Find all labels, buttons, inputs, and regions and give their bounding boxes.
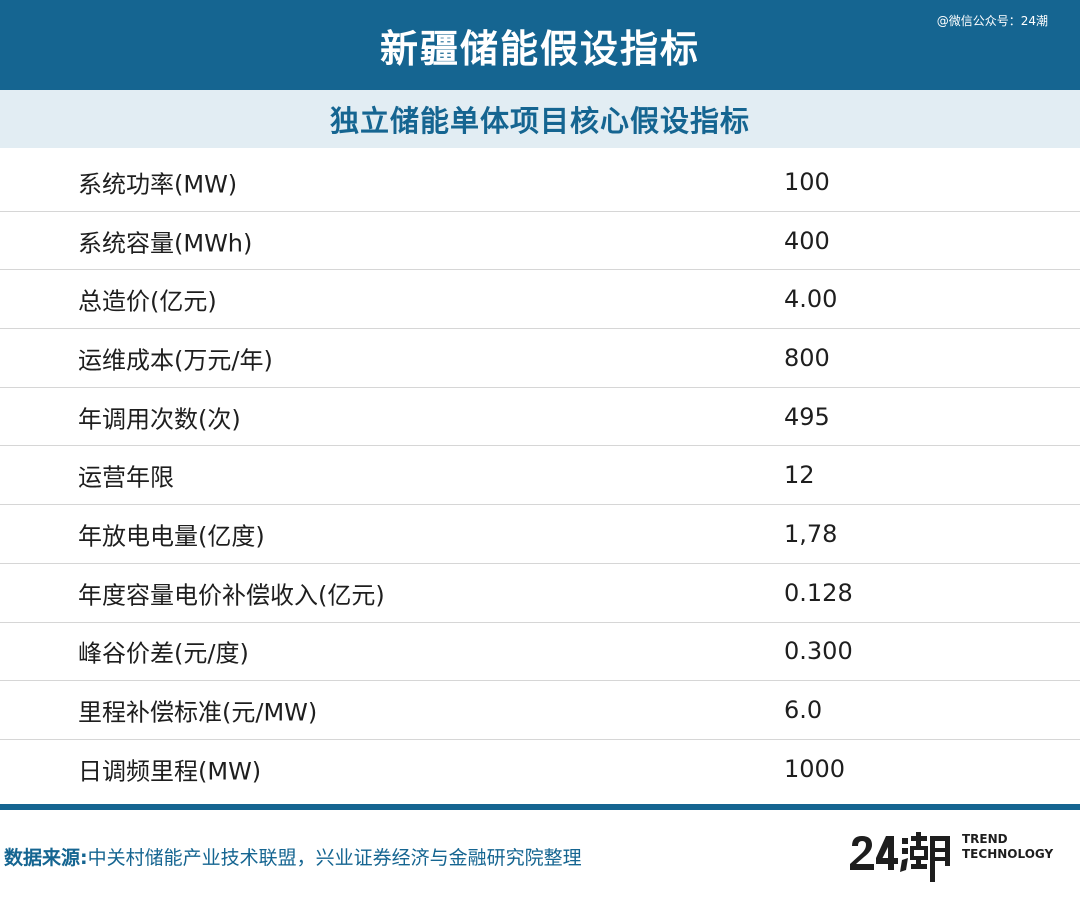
footer: 数据来源:中关村储能产业技术联盟，兴业证券经济与金融研究院整理 T <box>0 810 1080 900</box>
row-label: 里程补偿标准(元/MW) <box>78 698 318 727</box>
row-value: 0.300 <box>784 637 853 666</box>
row-value: 1000 <box>784 755 846 784</box>
table-row: 年度容量电价补偿收入(亿元) 0.128 <box>0 564 1080 623</box>
row-label: 运维成本(万元/年) <box>78 346 273 375</box>
table-row: 系统容量(MWh) 400 <box>0 212 1080 271</box>
row-value: 100 <box>784 167 830 196</box>
table-row: 系统功率(MW) 100 <box>0 153 1080 212</box>
bottom-divider <box>0 804 1080 810</box>
row-label: 总造价(亿元) <box>78 287 217 316</box>
section-title: 独立储能单体项目核心假设指标 <box>329 104 750 138</box>
row-label: 运营年限 <box>78 463 174 492</box>
header-bar: 新疆储能假设指标 @微信公众号：24潮 <box>0 0 1080 90</box>
brand-line-1: TREND <box>962 832 1008 846</box>
row-label: 系统容量(MWh) <box>78 229 253 258</box>
source-label: 数据来源: <box>4 847 88 869</box>
row-value: 12 <box>784 461 815 490</box>
source-text: 中关村储能产业技术联盟，兴业证券经济与金融研究院整理 <box>87 847 582 869</box>
table-row: 年放电电量(亿度) 1,78 <box>0 505 1080 564</box>
brand-wordmark: TREND TECHNOLOGY <box>962 832 1053 862</box>
row-label: 日调频里程(MW) <box>78 757 262 786</box>
assumption-table: 系统功率(MW) 100 系统容量(MWh) 400 总造价(亿元) 4.00 … <box>0 153 1080 799</box>
row-value: 1,78 <box>784 519 838 548</box>
table-row: 峰谷价差(元/度) 0.300 <box>0 623 1080 682</box>
row-label: 峰谷价差(元/度) <box>78 639 249 668</box>
row-value: 0.128 <box>784 578 853 607</box>
brand-line-2: TECHNOLOGY <box>962 847 1054 861</box>
row-value: 495 <box>784 402 830 431</box>
brand-logo: TREND TECHNOLOGY <box>850 830 1060 882</box>
row-label: 系统功率(MW) <box>78 170 238 199</box>
row-value: 400 <box>784 226 830 255</box>
table-row: 年调用次数(次) 495 <box>0 388 1080 447</box>
row-label: 年调用次数(次) <box>78 405 241 434</box>
table-row: 总造价(亿元) 4.00 <box>0 270 1080 330</box>
row-value: 800 <box>784 343 830 372</box>
watermark: @微信公众号：24潮 <box>936 14 1048 28</box>
table-row: 日调频里程(MW) 1000 <box>0 740 1080 799</box>
source-note: 数据来源:中关村储能产业技术联盟，兴业证券经济与金融研究院整理 <box>4 843 582 870</box>
table-row: 里程补偿标准(元/MW) 6.0 <box>0 681 1080 740</box>
row-label: 年放电电量(亿度) <box>78 522 265 551</box>
table-row: 运维成本(万元/年) 800 <box>0 329 1080 388</box>
table-row: 运营年限 12 <box>0 446 1080 506</box>
row-value: 6.0 <box>784 696 823 725</box>
logo-24-icon <box>850 832 950 882</box>
row-label: 年度容量电价补偿收入(亿元) <box>78 581 385 610</box>
row-value: 4.00 <box>784 285 838 314</box>
page-title: 新疆储能假设指标 <box>379 26 700 71</box>
subheader-bar: 独立储能单体项目核心假设指标 <box>0 90 1080 148</box>
